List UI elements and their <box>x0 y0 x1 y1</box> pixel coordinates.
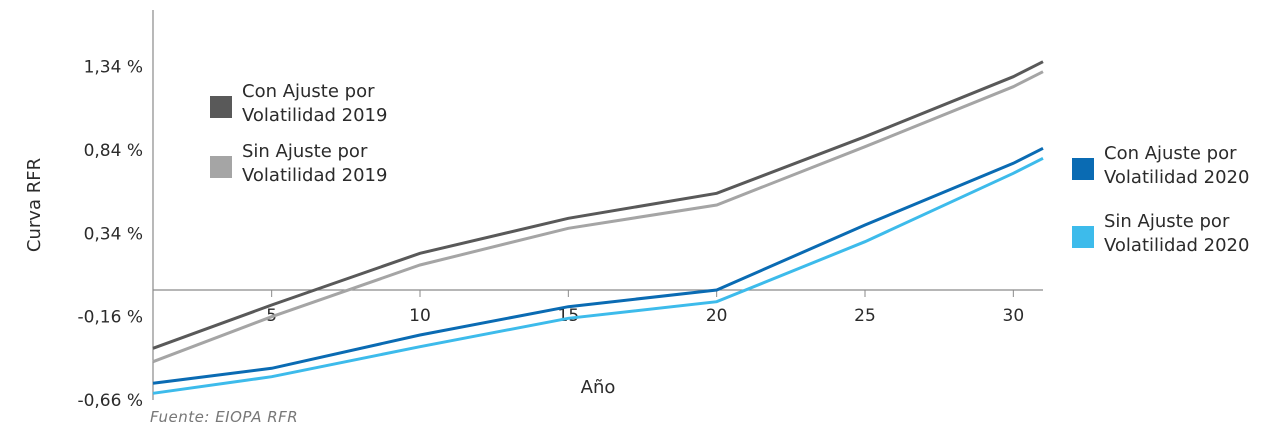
legend-item-con-ajuste-2019: Con Ajuste por Volatilidad 2019 <box>210 80 387 128</box>
legend-swatch <box>1072 226 1094 248</box>
x-tick-label: 25 <box>854 306 876 326</box>
y-tick-label: -0,66 % <box>77 391 143 411</box>
series-line-3 <box>152 156 1044 395</box>
y-tick-label: 0,34 % <box>84 224 143 244</box>
x-axis-title: Año <box>581 377 616 398</box>
legend-label: Sin Ajuste por Volatilidad 2019 <box>242 141 388 186</box>
legend-item-sin-ajuste-2020: Sin Ajuste por Volatilidad 2020 <box>1072 210 1249 258</box>
series-line-0 <box>152 60 1044 350</box>
y-tick-label: 0,84 % <box>84 141 143 161</box>
legend-label: Sin Ajuste por Volatilidad 2020 <box>1104 211 1250 256</box>
x-tick-label: 20 <box>706 306 728 326</box>
legend-swatch <box>1072 158 1094 180</box>
legend-label: Con Ajuste por Volatilidad 2019 <box>242 81 388 126</box>
legend-item-sin-ajuste-2019: Sin Ajuste por Volatilidad 2019 <box>210 140 387 188</box>
series-line-1 <box>152 70 1044 364</box>
y-tick-label: 1,34 % <box>84 58 143 78</box>
series-line-2 <box>152 146 1044 385</box>
x-tick-label: 10 <box>409 306 431 326</box>
legend-item-con-ajuste-2020: Con Ajuste por Volatilidad 2020 <box>1072 142 1249 190</box>
legend-swatch <box>210 156 232 178</box>
legend-label: Con Ajuste por Volatilidad 2020 <box>1104 143 1250 188</box>
legend-swatch <box>210 96 232 118</box>
x-tick-label: 15 <box>558 306 580 326</box>
y-tick-label: -0,16 % <box>77 308 143 328</box>
source-note: Fuente: EIOPA RFR <box>150 408 299 426</box>
y-axis-title: Curva RFR <box>24 158 45 252</box>
x-tick-label: 30 <box>1003 306 1025 326</box>
